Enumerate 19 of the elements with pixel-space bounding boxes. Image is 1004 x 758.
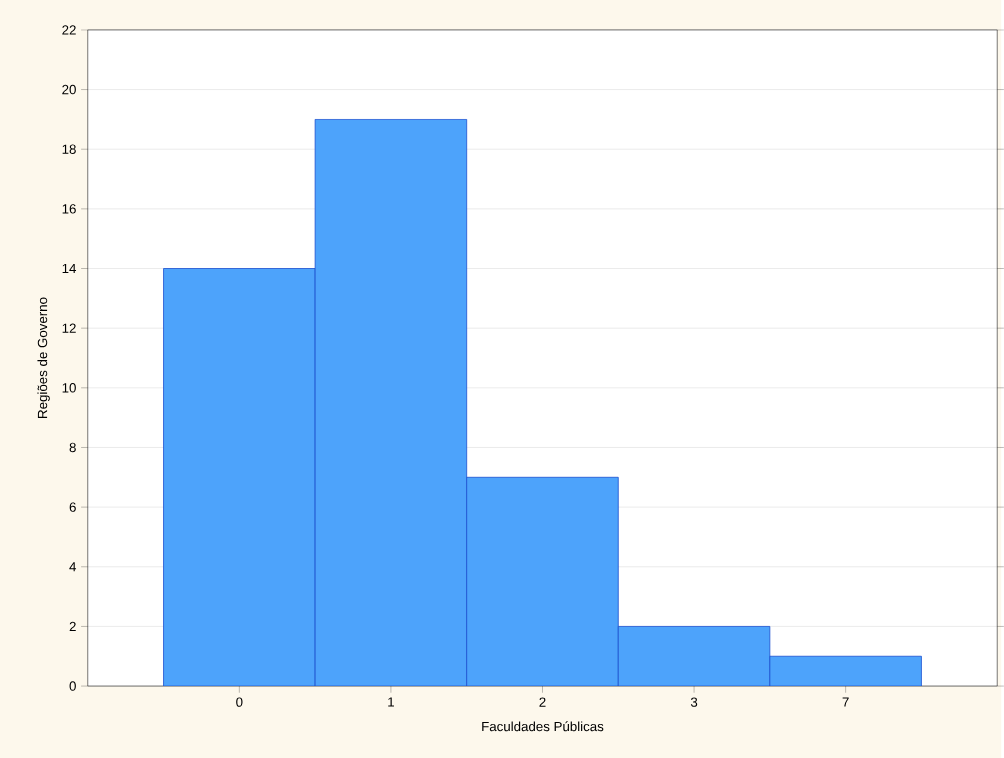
y-tick-label: 16 xyxy=(62,204,76,214)
y-tick-label: 14 xyxy=(62,264,77,274)
x-tick-label: 0 xyxy=(236,697,243,707)
x-tick-label: 7 xyxy=(842,697,849,707)
y-tick-label: 0 xyxy=(69,681,76,691)
y-axis-title: Regiões de Governo xyxy=(37,297,50,418)
y-tick-label: 6 xyxy=(69,502,76,512)
y-tick-label: 2 xyxy=(69,621,76,632)
y-tick-label: 10 xyxy=(62,383,76,393)
y-tick-label: 20 xyxy=(62,84,76,95)
y-tick-label: 12 xyxy=(62,323,76,333)
y-tick-label: 18 xyxy=(62,144,76,154)
y-tick-label: 4 xyxy=(69,562,77,572)
x-axis-title: Faculdades Públicas xyxy=(482,721,604,732)
x-tick-label: 1 xyxy=(388,697,394,707)
y-tick-label: 8 xyxy=(69,442,76,453)
y-tick-label: 22 xyxy=(62,25,76,35)
x-tick-label: 3 xyxy=(690,697,698,707)
x-tick-label: 2 xyxy=(539,697,546,707)
